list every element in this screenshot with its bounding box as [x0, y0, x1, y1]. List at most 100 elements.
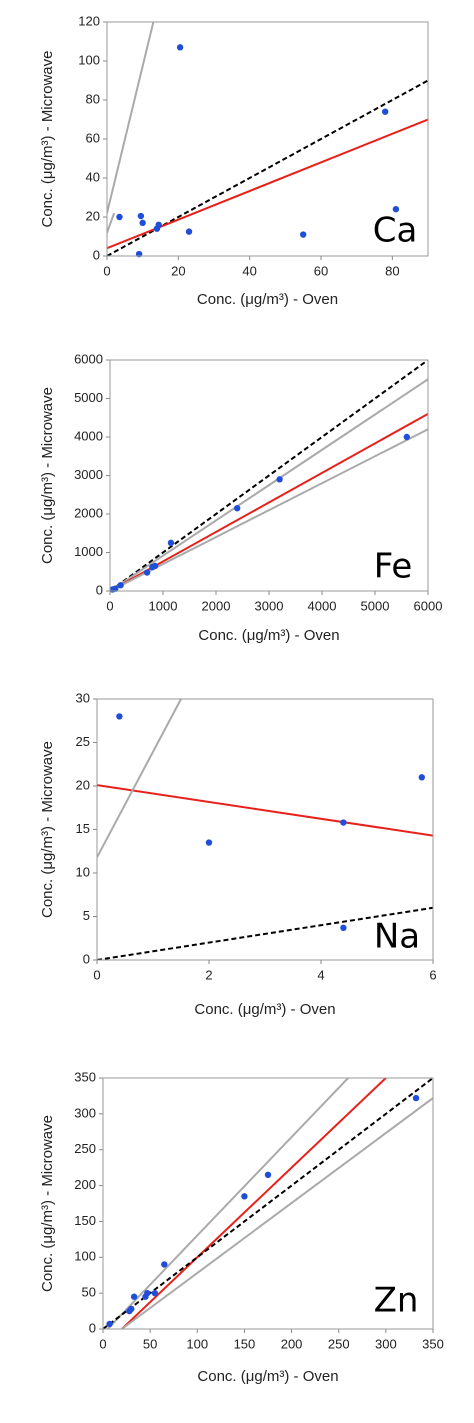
y-tick-label: 5	[83, 908, 90, 923]
plot-lines	[103, 1078, 433, 1329]
y-tick-label: 200	[74, 1177, 96, 1192]
y-tick-label: 20	[76, 777, 90, 792]
x-tick-label: 150	[234, 1336, 256, 1351]
y-tick-label: 6000	[74, 351, 103, 366]
x-tick-label: 100	[186, 1336, 208, 1351]
y-tick-label: 50	[82, 1285, 96, 1300]
y-tick-label: 80	[86, 91, 100, 106]
y-axis-label: Conc. (μg/m³) - Microwave	[39, 1115, 56, 1292]
point	[161, 1261, 168, 1268]
point	[128, 1305, 135, 1313]
point	[340, 819, 347, 826]
y-tick-label: 150	[74, 1213, 96, 1228]
point	[205, 839, 213, 846]
fit-line	[110, 378, 428, 591]
x-axis-label: Conc. (μg/m³) - Oven	[194, 1001, 335, 1018]
y-tick-label: 250	[74, 1141, 96, 1156]
y-tick-label: 3000	[74, 467, 103, 482]
y-tick-label: 4000	[74, 428, 103, 443]
y-tick-label: 1000	[74, 544, 103, 559]
y-tick-label: 40	[86, 169, 100, 184]
y-tick-label: 10	[76, 864, 90, 879]
y-tick-label: 100	[78, 52, 100, 67]
point	[276, 476, 283, 483]
point	[116, 713, 123, 720]
point	[144, 1289, 151, 1297]
x-tick-label: 60	[314, 263, 328, 278]
one-to-one-line	[103, 1078, 433, 1329]
plot-frame	[102, 1077, 434, 1330]
element-label: Ca	[373, 211, 418, 251]
x-tick-label: 6000	[414, 598, 443, 613]
point	[403, 433, 410, 441]
y-tick-label: 350	[74, 1069, 96, 1084]
point	[112, 585, 119, 592]
point	[185, 228, 193, 235]
point	[137, 212, 145, 220]
x-tick-label: 80	[385, 263, 399, 278]
x-tick-label: 2	[205, 967, 212, 982]
y-tick-label: 120	[78, 13, 100, 28]
y-tick-label: 0	[93, 247, 100, 262]
x-tick-label: 200	[281, 1336, 303, 1351]
point	[155, 221, 162, 228]
x-axis-label: Conc. (μg/m³) - Oven	[197, 1368, 338, 1385]
point	[418, 774, 425, 781]
x-tick-label: 0	[99, 1336, 106, 1351]
x-tick-label: 4000	[308, 598, 337, 613]
x-axis-label: Conc. (μg/m³) - Oven	[198, 627, 339, 644]
y-tick-label: 100	[74, 1249, 96, 1264]
fit-line	[106, 1078, 349, 1329]
x-tick-label: 20	[171, 263, 185, 278]
y-tick-label: 60	[86, 130, 100, 145]
plot-frame	[109, 359, 429, 592]
point	[139, 219, 146, 227]
x-axis-label: Conc. (μg/m³) - Oven	[197, 291, 338, 308]
one-to-one-line	[110, 360, 428, 591]
point	[264, 1171, 272, 1179]
x-tick-label: 40	[242, 263, 256, 278]
plot-frame	[106, 21, 429, 257]
point	[130, 1293, 138, 1300]
point	[234, 505, 241, 512]
x-tick-label: 50	[143, 1336, 157, 1351]
y-tick-label: 0	[83, 951, 90, 966]
point	[382, 108, 389, 115]
point	[340, 924, 347, 932]
fit-line	[107, 22, 155, 214]
x-tick-label: 0	[103, 263, 110, 278]
y-tick-label: 15	[76, 821, 90, 836]
x-tick-label: 0	[106, 598, 113, 613]
element-label: Fe	[374, 547, 413, 587]
fit-line	[97, 784, 433, 837]
y-axis-label: Conc. (μg/m³) - Microwave	[39, 741, 56, 918]
x-tick-label: 0	[93, 967, 100, 982]
x-tick-label: 350	[422, 1336, 444, 1351]
y-tick-label: 300	[74, 1105, 96, 1120]
plot-lines	[97, 699, 433, 960]
element-label: Zn	[374, 1281, 419, 1321]
x-tick-label: 300	[375, 1336, 397, 1351]
y-tick-label: 2000	[74, 505, 103, 520]
plot-lines	[110, 360, 428, 591]
y-tick-label: 20	[86, 208, 100, 223]
fit-line	[121, 1097, 433, 1329]
one-to-one-line	[97, 906, 433, 960]
fit-line	[110, 428, 428, 591]
plot-frame	[96, 698, 434, 961]
y-tick-label: 25	[76, 734, 90, 749]
point	[117, 582, 124, 589]
y-tick-label: 0	[96, 582, 103, 597]
point	[392, 206, 400, 213]
fit-line	[121, 1078, 387, 1329]
point	[143, 569, 151, 576]
point	[106, 1320, 113, 1328]
point	[151, 562, 159, 570]
x-tick-label: 4	[317, 967, 324, 982]
x-tick-label: 250	[328, 1336, 350, 1351]
point	[167, 539, 175, 547]
y-axis-label: Conc. (μg/m³) - Microwave	[39, 387, 56, 564]
x-tick-label: 2000	[202, 598, 231, 613]
point	[151, 1289, 159, 1297]
